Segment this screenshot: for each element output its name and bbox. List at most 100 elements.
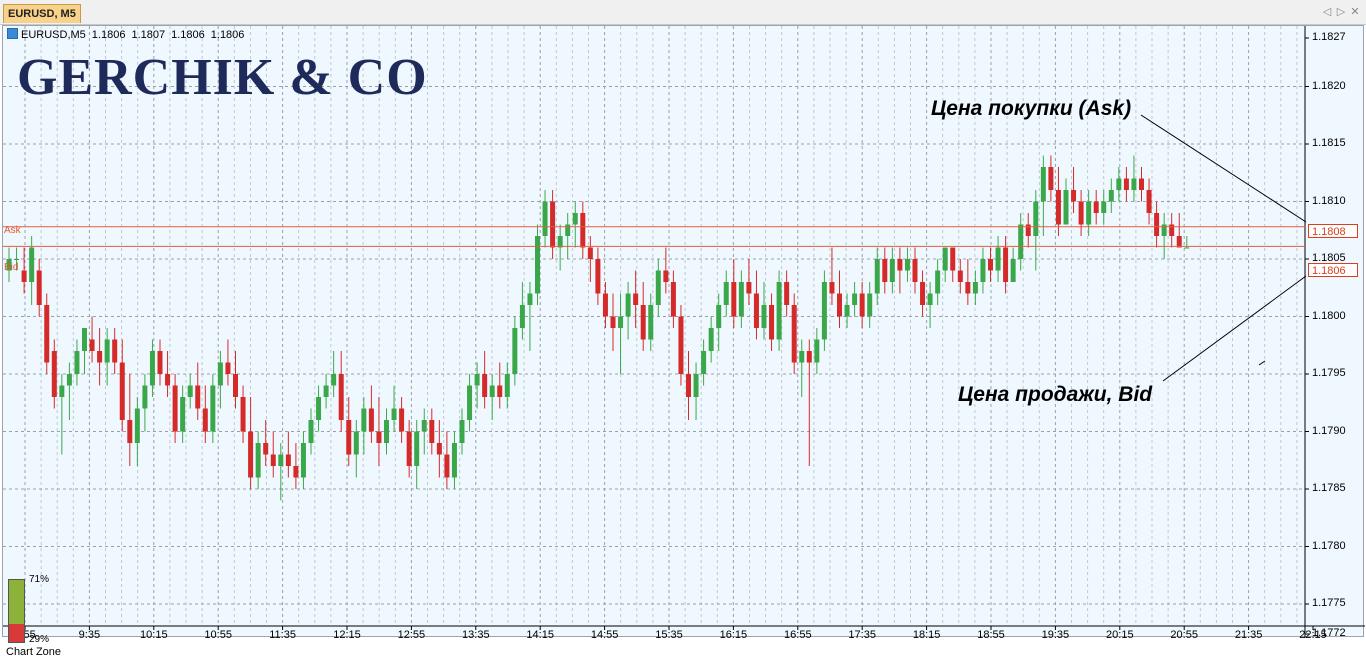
candle-body-bull (316, 397, 322, 420)
candle-body-bear (51, 351, 57, 397)
candle-body-bull (814, 339, 820, 363)
candle-body-bull (142, 385, 148, 409)
time-tick-label: 10:55 (204, 629, 232, 641)
open-value: 1.1806 (91, 29, 126, 41)
candle-body-bear (1055, 190, 1061, 225)
candle-body-bull (1018, 224, 1024, 259)
candle-body-bull (1116, 178, 1122, 190)
ask-price-box: 1.1808 (1308, 224, 1358, 238)
candle-body-bear (769, 305, 775, 340)
candle-body-bull (104, 339, 110, 363)
candle-body-bull (187, 385, 193, 397)
candle-body-bull (361, 408, 367, 432)
scroll-left-icon[interactable]: ◁ (1322, 5, 1332, 18)
scroll-right-icon[interactable]: ▷ (1336, 5, 1346, 18)
low-value: 1.1806 (171, 29, 205, 41)
time-tick-label: 12:15 (333, 629, 361, 641)
candle-body-bull (776, 282, 782, 340)
candle-body-bull (308, 420, 314, 443)
chart-zone-bear-pct: 29% (29, 634, 50, 645)
candle-body-bull (701, 351, 707, 374)
price-chart (3, 26, 1365, 638)
candle-body-bear (610, 316, 616, 328)
candle-body-bull (384, 420, 389, 443)
candle-body-bear (436, 443, 442, 455)
chart-tab[interactable]: EURUSD, M5 (3, 4, 81, 23)
candle-body-bear (920, 282, 926, 305)
time-tick-label: 11:35 (269, 629, 296, 641)
candle-body-bear (89, 339, 95, 351)
candle-body-bear (550, 201, 556, 248)
candle-body-bull (29, 247, 35, 282)
candle-body-bear (837, 293, 842, 317)
candle-body-bear (263, 443, 269, 455)
candle-body-bear (482, 374, 488, 397)
candle-body-bull (451, 443, 457, 478)
candle-body-bear (36, 270, 42, 305)
time-tick-label: 9:35 (78, 629, 101, 641)
candle-body-bear (44, 305, 50, 363)
candle-body-bull (1033, 201, 1039, 236)
candle-body-bull (134, 408, 140, 443)
candle-body-bear (746, 282, 752, 294)
candle-body-bull (648, 305, 654, 340)
chart-zone-bull-fill (9, 580, 24, 624)
candle-body-bull (527, 293, 533, 305)
candle-body-bull (1131, 178, 1137, 190)
close-icon[interactable]: ✕ (1350, 5, 1360, 18)
candle-body-bear (806, 351, 812, 363)
candle-body-bear (248, 431, 254, 478)
candle-body-bull (1010, 259, 1016, 282)
candle-body-bull (535, 236, 540, 294)
candle-body-bear (595, 259, 601, 294)
candle-body-bear (406, 431, 412, 466)
time-tick-label: 10:15 (140, 629, 168, 641)
candle-body-bear (195, 385, 201, 409)
bid-price-box: 1.1806 (1308, 263, 1358, 277)
candle-body-bull (889, 259, 895, 282)
candle-body-bear (1048, 167, 1054, 190)
candle-body-bear (202, 408, 208, 432)
candle-body-bull (1086, 201, 1092, 225)
candle-body-bull (618, 316, 624, 328)
candle-body-bear (376, 431, 382, 443)
candle-body-bear (957, 270, 963, 282)
candle-body-bull (625, 293, 631, 317)
candle-body-bear (1146, 190, 1152, 213)
candle-body-bull (655, 270, 661, 305)
candle-body-bull (927, 293, 933, 305)
chart-window[interactable]: EURUSD,M5 1.1806 1.1807 1.1806 1.1806 GERCHI… (2, 25, 1365, 658)
time-tick-label: 14:15 (526, 629, 554, 641)
candle-body-bull (149, 351, 155, 386)
candle-body-bear (172, 385, 178, 432)
candle-body-bull (799, 351, 805, 363)
candle-body-bear (399, 408, 405, 432)
candle-body-bear (1071, 190, 1077, 202)
candle-body-bull (693, 374, 699, 397)
chart-zone-bear-fill (9, 624, 24, 642)
candle-body-bull (1040, 167, 1046, 202)
time-tick-label: 17:35 (848, 629, 876, 641)
candle-body-bull (1108, 190, 1114, 202)
ask-pointer-line (1140, 114, 1307, 223)
candle-body-bull (217, 362, 223, 386)
time-tick-label: 18:55 (977, 629, 1005, 641)
candle-body-bear (270, 454, 276, 466)
candle-body-bull (542, 201, 548, 236)
time-tick-label: 21:35 (1234, 629, 1263, 641)
candle-body-bull (738, 282, 744, 317)
candle-body-bear (127, 420, 133, 443)
candle-body-bear (663, 270, 669, 282)
time-tick-label: 18:15 (912, 629, 941, 641)
candle-body-bear (368, 408, 374, 432)
price-tick-label: 1.1810 (1312, 194, 1346, 207)
candle-body-bull (1101, 201, 1107, 213)
candle-body-bear (784, 282, 790, 305)
candle-body-bull (74, 351, 80, 374)
candle-body-bear (686, 374, 691, 397)
chart-zone-bar (8, 579, 25, 643)
price-tick-label: 1.1820 (1312, 79, 1346, 92)
candle-body-bull (723, 282, 729, 305)
candle-body-bear (285, 454, 291, 466)
symbol-name: EURUSD,M5 (21, 29, 86, 41)
